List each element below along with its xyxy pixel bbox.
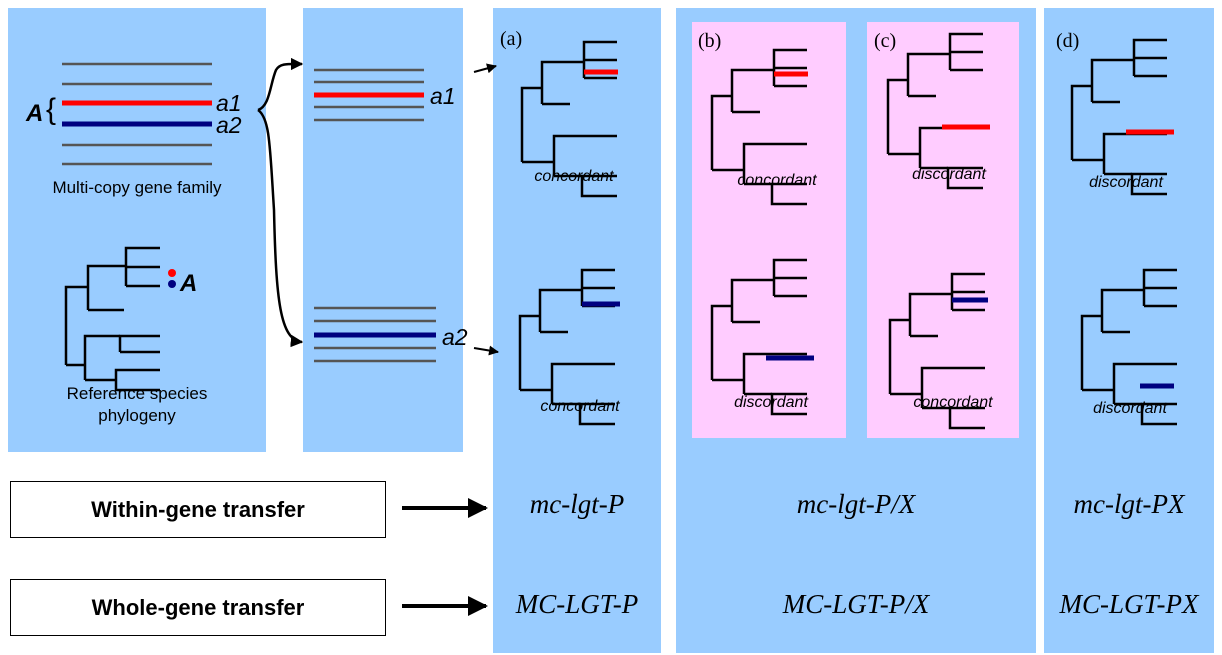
split-a1-label: a1 [430,83,456,109]
tree-b-bottom [710,258,809,416]
within-gene-transfer-label: Within-gene transfer [91,496,305,522]
split-a2-label: a2 [442,324,468,350]
gene-family-caption: Multi-copy gene family [52,178,222,197]
whole-gene-transfer-label: Whole-gene transfer [91,594,305,620]
split-brace [257,57,304,348]
scenario-a-top-status: concordant [534,168,614,185]
code-MC-LGT-P-X: MC-LGT-P/X [782,589,930,619]
scenario-b-top-status: concordant [737,172,817,189]
code-mc-lgt-p-x: mc-lgt-P/X [796,489,916,519]
allele-a1-label: a1 [216,90,242,116]
code-mc-lgt-px: mc-lgt-PX [1073,489,1185,519]
scenario-b-label: (b) [698,30,722,52]
family-symbol: A [26,100,44,127]
gene-family-lines [62,62,212,166]
scenario-b-bottom-status: discordant [734,394,808,411]
scenario-d-bottom-status: discordant [1093,400,1167,417]
allele-a2-label: a2 [216,112,242,138]
scenario-a-bottom-status: concordant [540,398,620,415]
left-panel [8,8,266,452]
red-dot [168,269,176,277]
code-mc-lgt-p: mc-lgt-P [529,489,625,519]
arrow-a2-to-a [473,345,499,356]
scenario-d-top-status: discordant [1089,174,1163,191]
code-MC-LGT-PX: MC-LGT-PX [1059,589,1199,619]
family-brace: { [46,93,57,126]
a2-gene-lines [314,306,436,363]
whole-gene-transfer-box: Whole-gene transfer [10,579,386,636]
tree-c-top [886,32,985,190]
arrow-a1-to-a [473,63,497,74]
code-MC-LGT-P: MC-LGT-P [515,589,639,619]
within-gene-transfer-box: Within-gene transfer [10,481,386,538]
phylogeny-caption-line2: phylogeny [98,406,176,425]
panel-b-highlight [692,22,846,438]
species-a-label: A [180,270,198,297]
blue-dot [168,280,176,288]
scenario-d-label: (d) [1056,30,1080,52]
tree-d-top [1070,38,1169,196]
scenario-c-bottom-status: concordant [913,394,993,411]
scenario-c-top-status: discordant [912,166,986,183]
a1-gene-lines [314,68,424,122]
phylogeny-caption-line1: Reference species [66,384,208,403]
scenario-a-label: (a) [500,28,523,50]
reference-phylogeny [64,246,160,392]
scenario-c-label: (c) [874,30,897,52]
